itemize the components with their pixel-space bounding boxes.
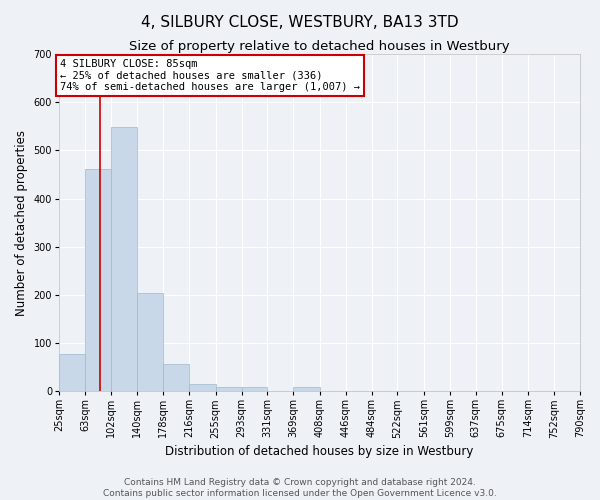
- Y-axis label: Number of detached properties: Number of detached properties: [15, 130, 28, 316]
- Bar: [163, 364, 189, 391]
- Bar: [215, 387, 242, 391]
- Text: Contains HM Land Registry data © Crown copyright and database right 2024.
Contai: Contains HM Land Registry data © Crown c…: [103, 478, 497, 498]
- Bar: [189, 384, 215, 391]
- Text: 4, SILBURY CLOSE, WESTBURY, BA13 3TD: 4, SILBURY CLOSE, WESTBURY, BA13 3TD: [141, 15, 459, 30]
- X-axis label: Distribution of detached houses by size in Westbury: Distribution of detached houses by size …: [166, 444, 473, 458]
- Text: 4 SILBURY CLOSE: 85sqm
← 25% of detached houses are smaller (336)
74% of semi-de: 4 SILBURY CLOSE: 85sqm ← 25% of detached…: [59, 59, 359, 92]
- Title: Size of property relative to detached houses in Westbury: Size of property relative to detached ho…: [129, 40, 510, 53]
- Bar: [293, 387, 320, 391]
- Bar: [85, 168, 112, 391]
- Bar: [59, 354, 85, 391]
- Bar: [137, 293, 163, 391]
- Bar: [242, 387, 268, 391]
- Bar: [112, 128, 137, 391]
